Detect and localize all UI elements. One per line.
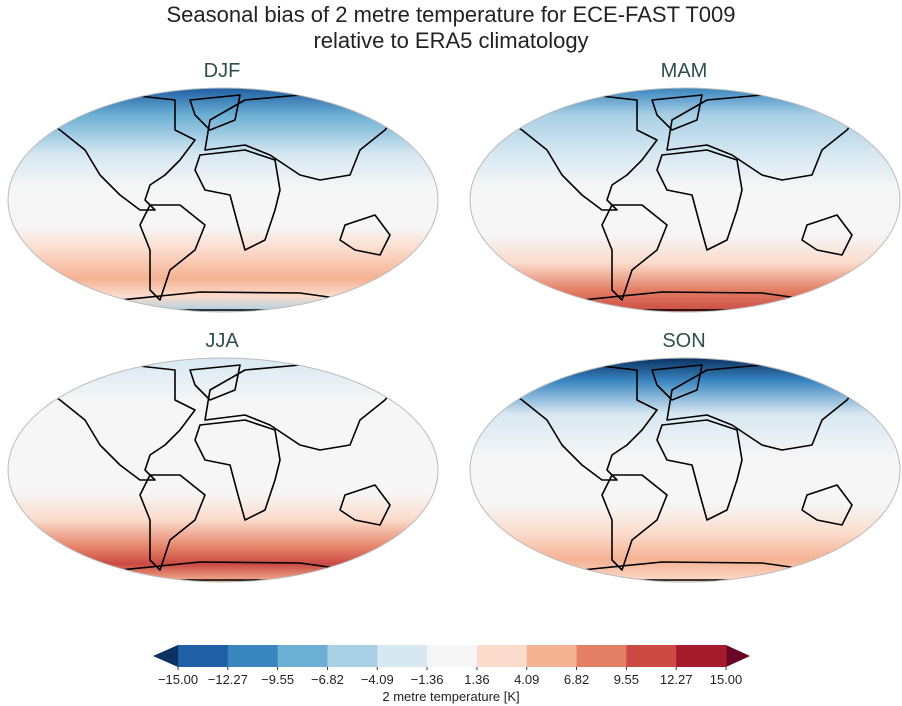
colorbar-over-arrow [726,645,750,667]
colorbar-tick-label: 6.82 [563,672,590,687]
colorbar-tick-label: 4.09 [514,672,540,687]
colorbar-tick-label: −9.55 [261,672,295,687]
colorbar-bin [676,645,727,667]
colorbar-bin [526,645,578,667]
colorbar-tick-label: 15.00 [709,672,743,687]
map-border [7,357,439,583]
colorbar-bin [277,645,328,667]
colorbar-bin [227,645,279,667]
colorbar-bin [626,645,677,667]
bias-field [470,358,900,582]
colorbar-tick-label: 1.36 [464,672,490,687]
bias-field [470,88,900,312]
colorbar-tick-label: −15.00 [157,672,199,687]
bias-field [8,88,438,312]
map-panel-son [469,357,901,583]
colorbar-under-arrow [153,645,178,667]
figure-title-line1: Seasonal bias of 2 metre temperature for… [166,2,736,27]
colorbar-bin [576,645,627,667]
colorbar-bin [178,645,229,667]
colorbar-bin [377,645,428,667]
colorbar-tick-label: 9.55 [613,672,640,687]
colorbar-bin [476,645,528,667]
map-border [469,357,901,583]
map-border [469,87,901,313]
map-border [7,87,439,313]
figure-title-line2: relative to ERA5 climatology [313,28,589,53]
colorbar-tick-label: −1.36 [410,672,444,687]
map-panel-djf [7,87,439,313]
bias-field [8,358,438,582]
colorbar-label: 2 metre temperature [K] [382,689,520,704]
colorbar-bin [327,645,378,667]
colorbar-tick-label: −4.09 [360,672,394,687]
map-panel-mam [469,87,901,313]
map-panel-jja [7,357,439,583]
colorbar-bin [427,645,478,667]
panel-title-son: SON [662,330,706,352]
colorbar-tick-label: −6.82 [311,672,344,687]
panel-title-mam: MAM [660,60,708,82]
colorbar-tick-label: 12.27 [659,672,693,687]
panel-title-djf: DJF [203,60,241,82]
colorbar-tick-label: −12.27 [207,672,248,687]
panel-title-jja: JJA [205,330,239,352]
